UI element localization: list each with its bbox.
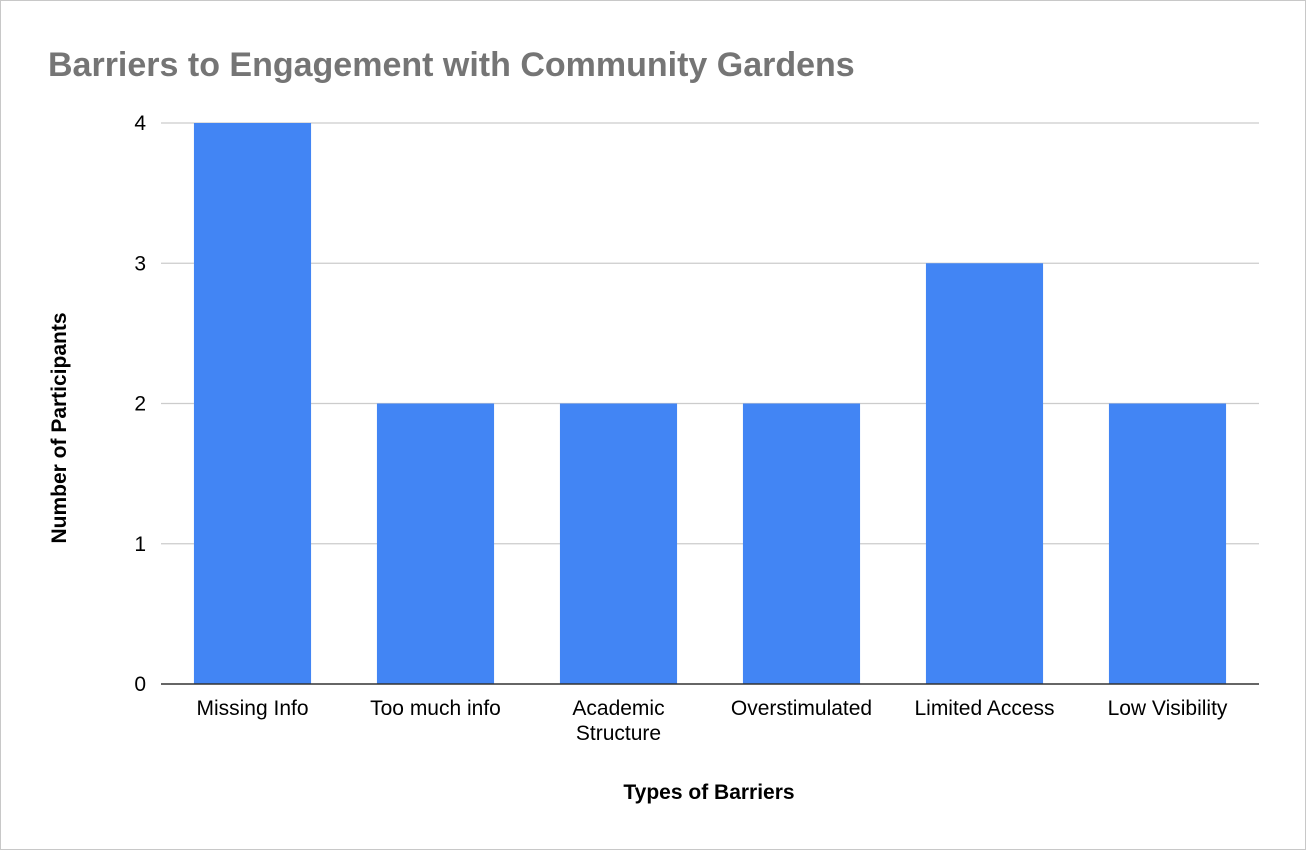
x-tick-label-line: Academic xyxy=(572,697,664,720)
y-tick-label: 3 xyxy=(134,252,146,275)
y-axis-title: Number of Participants xyxy=(48,312,71,543)
x-axis-title: Types of Barriers xyxy=(623,781,794,804)
chart-title: Barriers to Engagement with Community Ga… xyxy=(48,46,855,84)
x-tick-label: Overstimulated xyxy=(731,697,872,720)
bar xyxy=(925,263,1044,684)
y-tick-label: 1 xyxy=(134,533,146,556)
x-tick-label-line: Structure xyxy=(576,722,661,745)
bar xyxy=(559,403,678,684)
x-tick-label-line: Overstimulated xyxy=(731,697,872,720)
bar xyxy=(1108,403,1227,684)
y-tick-label: 2 xyxy=(134,393,146,416)
y-tick-label: 4 xyxy=(134,112,146,135)
bar xyxy=(376,403,495,684)
gridlines xyxy=(161,122,1259,545)
x-tick-label-line: Missing Info xyxy=(196,697,308,720)
bars xyxy=(193,123,1227,684)
x-tick-label: Missing Info xyxy=(196,697,308,720)
x-tick-labels: Missing Info Too much info Academic Structu… xyxy=(196,697,1227,745)
y-tick-label: 0 xyxy=(134,673,146,696)
x-tick-label-line: Limited Access xyxy=(914,697,1054,720)
x-tick-label-line: Low Visibility xyxy=(1108,697,1228,720)
bar xyxy=(742,403,861,684)
x-tick-label: Low Visibility xyxy=(1108,697,1228,720)
x-tick-label: Too much info xyxy=(370,697,501,720)
bar xyxy=(193,123,312,684)
x-tick-label: Limited Access xyxy=(914,697,1054,720)
x-tick-label-line: Too much info xyxy=(370,697,501,720)
y-tick-labels: 0 1 2 3 4 xyxy=(134,112,146,696)
x-tick-label: Academic Structure xyxy=(572,697,664,745)
